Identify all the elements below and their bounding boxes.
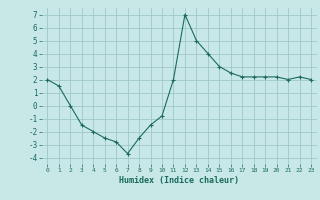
X-axis label: Humidex (Indice chaleur): Humidex (Indice chaleur) — [119, 176, 239, 185]
